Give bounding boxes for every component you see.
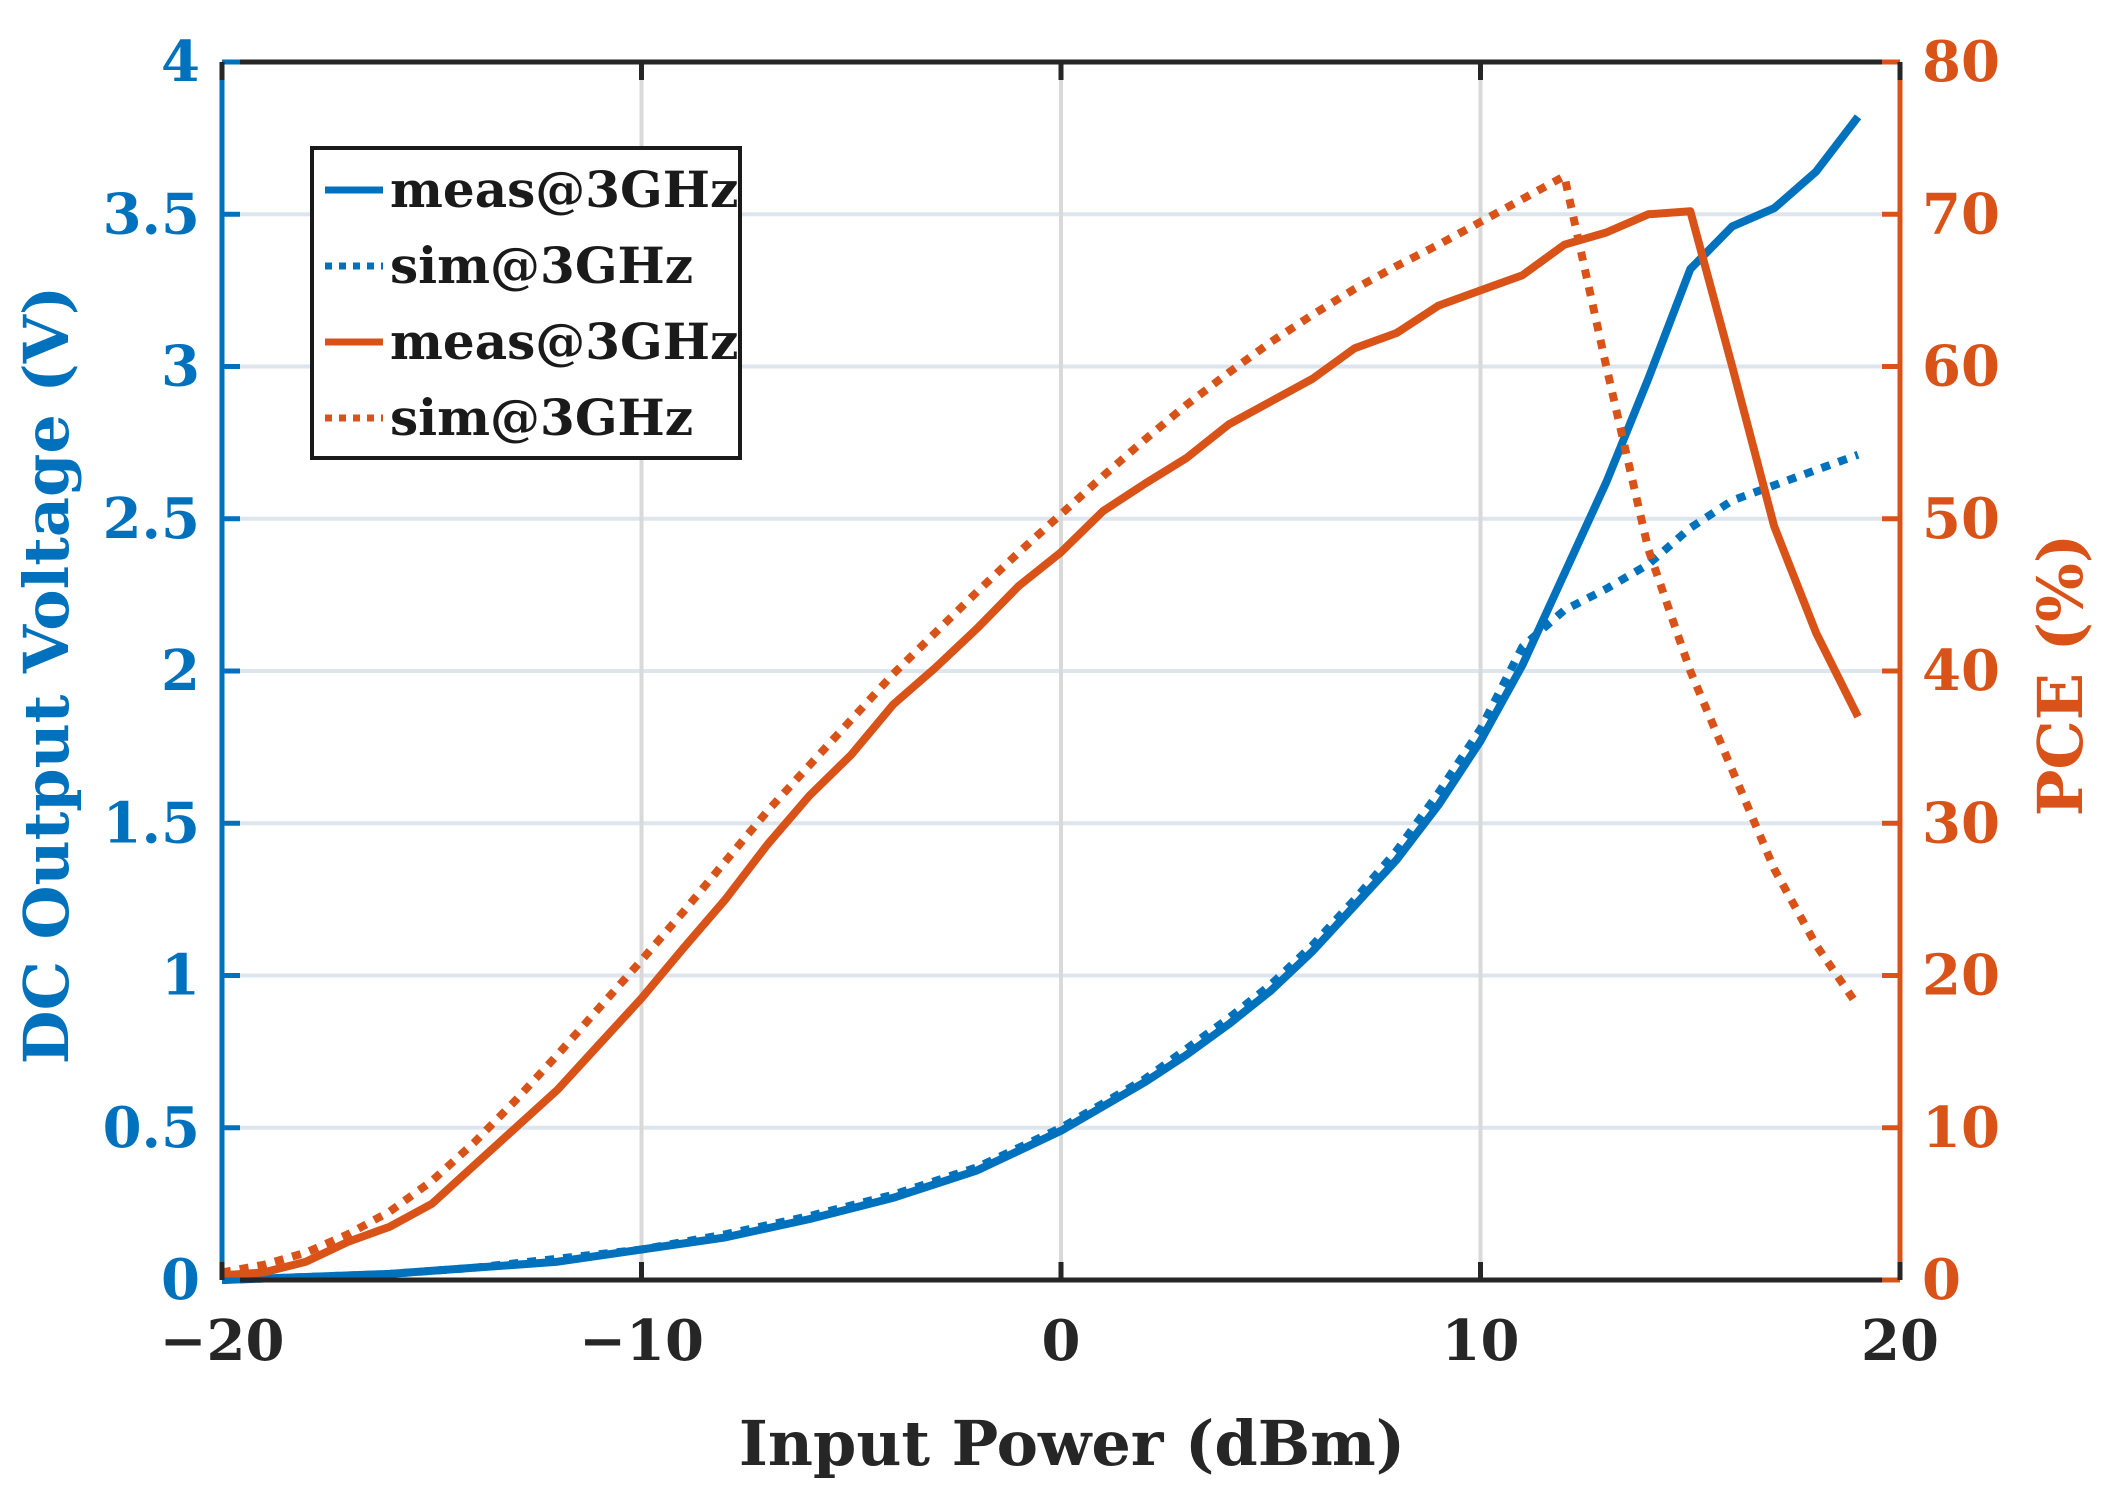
- legend-label-pce-meas: meas@3GHz: [390, 312, 738, 371]
- right-y-tick-label: 70: [1922, 181, 2000, 247]
- x-tick-label: −10: [579, 1308, 704, 1374]
- right-y-axis-title: PCE (%): [2024, 534, 2097, 816]
- legend-label-voltage-sim: sim@3GHz: [390, 236, 693, 295]
- right-y-tick-label: 30: [1922, 790, 2000, 856]
- right-y-tick-label: 20: [1922, 943, 2000, 1009]
- voltage-meas-line: [221, 114, 1862, 1284]
- pce-sim-line: [221, 172, 1862, 1277]
- x-tick-label: 0: [1042, 1308, 1081, 1374]
- right-y-tick-label: 60: [1922, 334, 2000, 400]
- legend-label-pce-sim: sim@3GHz: [390, 388, 693, 447]
- x-axis-title: Input Power (dBm): [739, 1407, 1405, 1480]
- x-tick-label: 20: [1861, 1308, 1939, 1374]
- right-y-tick-label: 50: [1922, 486, 2000, 552]
- left-y-tick-label: 4: [161, 29, 200, 95]
- left-y-tick-label: 3.5: [103, 181, 200, 247]
- x-tick-label: −20: [160, 1308, 285, 1374]
- legend: meas@3GHz sim@3GHz meas@3GHz sim@3GHz: [310, 146, 742, 460]
- left-y-tick-label: 0: [161, 1247, 200, 1313]
- series-layer: [221, 114, 1862, 1284]
- right-y-tick-label: 80: [1922, 29, 2000, 95]
- left-y-tick-label: 1: [161, 943, 200, 1009]
- left-y-axis-title: DC Output Voltage (V): [10, 286, 83, 1064]
- right-y-tick-label: 10: [1922, 1095, 2000, 1161]
- left-y-tick-label: 1.5: [103, 790, 200, 856]
- right-y-tick-label: 40: [1922, 638, 2000, 704]
- left-y-tick-label: 2.5: [103, 486, 200, 552]
- legend-box: [310, 146, 742, 460]
- left-y-tick-label: 0.5: [103, 1095, 200, 1161]
- voltage-sim-line: [221, 451, 1860, 1284]
- left-y-tick-label: 3: [161, 334, 200, 400]
- legend-label-voltage-meas: meas@3GHz: [390, 160, 738, 219]
- axes: [219, 59, 1903, 1283]
- x-tick-label: 10: [1442, 1308, 1520, 1374]
- right-y-tick-label: 0: [1922, 1247, 1961, 1313]
- left-y-tick-label: 2: [161, 638, 200, 704]
- pce-meas-line: [221, 207, 1862, 1280]
